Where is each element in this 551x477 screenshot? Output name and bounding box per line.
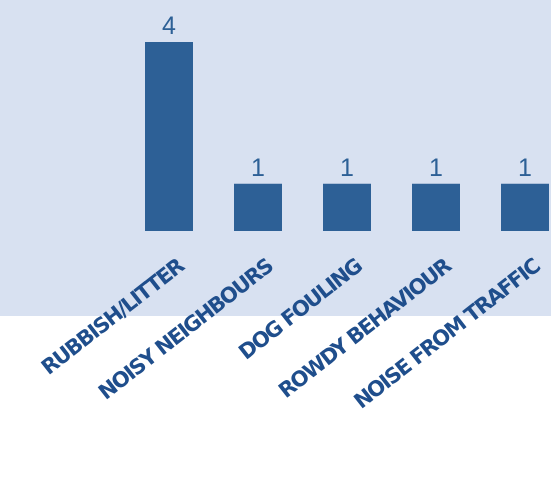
bar-noisy-neighbours: [234, 183, 282, 231]
bar-rubbish-litter: [145, 42, 193, 231]
value-labels-group: 4 1 1 1 1: [162, 12, 532, 182]
value-label-rowdy-behaviour: 1: [429, 154, 443, 182]
value-label-dog-fouling: 1: [340, 154, 354, 182]
bars-group: [145, 42, 549, 231]
value-label-noisy-neighbours: 1: [251, 154, 265, 182]
value-label-rubbish-litter: 4: [162, 12, 176, 40]
bar-noise-from-traffic: [501, 183, 549, 231]
value-label-noise-from-traffic: 1: [518, 154, 532, 182]
plot-background: [0, 0, 551, 316]
bar-dog-fouling: [323, 183, 371, 231]
bar-rowdy-behaviour: [412, 183, 460, 231]
